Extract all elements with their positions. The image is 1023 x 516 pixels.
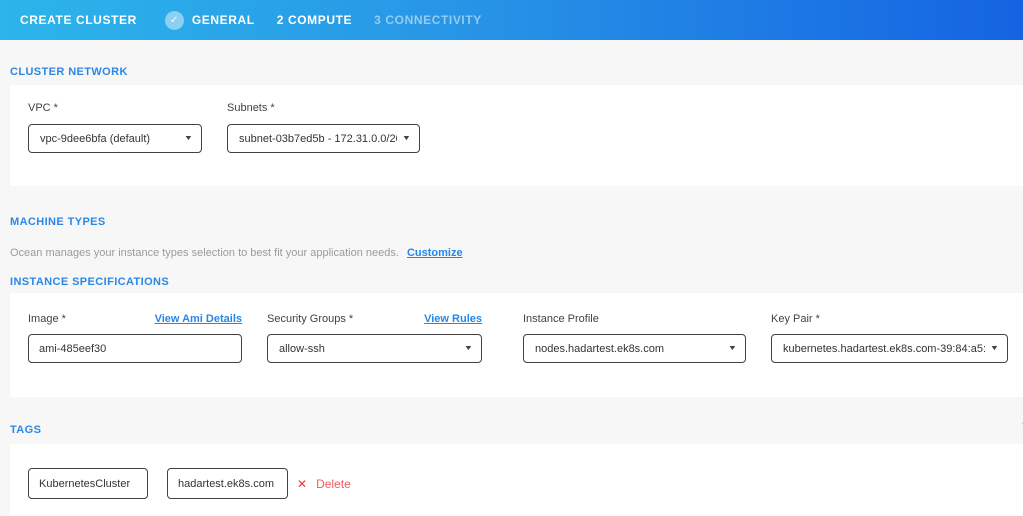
tags-heading: TAGS <box>10 424 42 436</box>
chevron-down-icon: ▼ <box>727 345 738 352</box>
tab-general[interactable]: ✓ GENERAL <box>164 10 255 30</box>
instance-profile-label: Instance Profile <box>523 313 599 325</box>
tab-connectivity[interactable]: 3 CONNECTIVITY <box>374 13 482 27</box>
security-groups-label-row: Security Groups * View Rules <box>267 313 482 325</box>
key-pair-label: Key Pair * <box>771 313 820 325</box>
security-groups-label: Security Groups * <box>267 313 354 325</box>
machine-types-description-text: Ocean manages your instance types select… <box>10 247 399 259</box>
key-pair-select[interactable]: kubernetes.hadartest.ek8s.com-39:84:a5:9… <box>771 334 1008 363</box>
view-ami-details-link[interactable]: View Ami Details <box>154 313 242 325</box>
tab-connectivity-label: 3 CONNECTIVITY <box>374 13 482 27</box>
image-label-row: Image * View Ami Details <box>28 313 242 325</box>
delete-tag-label: Delete <box>316 477 351 491</box>
tab-compute[interactable]: 2 COMPUTE <box>277 13 352 27</box>
instance-profile-select[interactable]: nodes.hadartest.ek8s.com ▼ <box>523 334 746 363</box>
security-groups-select-value: allow-ssh <box>279 342 325 355</box>
vpc-select[interactable]: vpc-9dee6bfa (default) ▼ <box>28 124 202 153</box>
tab-compute-label: 2 COMPUTE <box>276 13 353 27</box>
cluster-network-heading: CLUSTER NETWORK <box>10 66 128 78</box>
machine-types-description: Ocean manages your instance types select… <box>10 247 463 259</box>
instance-profile-select-value: nodes.hadartest.ek8s.com <box>535 342 665 355</box>
vpc-select-value: vpc-9dee6bfa (default) <box>40 132 151 145</box>
wizard-header-bar: CREATE CLUSTER ✓ GENERAL 2 COMPUTE 3 CON… <box>0 0 1023 40</box>
page-title: CREATE CLUSTER <box>20 13 137 27</box>
instance-specifications-heading: INSTANCE SPECIFICATIONS <box>10 276 170 288</box>
wizard-steps: ✓ GENERAL 2 COMPUTE 3 CONNECTIVITY <box>164 10 504 30</box>
tag-value-input[interactable] <box>167 468 288 499</box>
subnets-select-value: subnet-03b7ed5b - 172.31.0.0/20 ... <box>239 132 398 145</box>
tab-general-label: GENERAL <box>191 13 255 27</box>
image-label: Image * <box>28 313 66 325</box>
delete-x-icon: ✕ <box>297 477 308 491</box>
check-circle-icon: ✓ <box>164 10 184 30</box>
view-rules-link[interactable]: View Rules <box>424 313 482 325</box>
tags-card <box>10 444 1023 516</box>
customize-link[interactable]: Customize <box>406 247 463 259</box>
section-collapse-chevron-icon[interactable]: ▾ <box>1022 420 1023 429</box>
subnets-label: Subnets * <box>227 102 275 114</box>
key-pair-select-value: kubernetes.hadartest.ek8s.com-39:84:a5:9… <box>783 342 985 355</box>
vpc-label: VPC * <box>28 102 58 114</box>
delete-tag-button[interactable]: ✕ Delete <box>297 477 351 491</box>
subnets-select[interactable]: subnet-03b7ed5b - 172.31.0.0/20 ... ▼ <box>227 124 420 153</box>
tag-key-input[interactable] <box>28 468 148 499</box>
security-groups-select[interactable]: allow-ssh ▼ <box>267 334 482 363</box>
chevron-down-icon: ▼ <box>463 345 474 352</box>
image-input[interactable] <box>28 334 242 363</box>
chevron-down-icon: ▼ <box>401 135 412 142</box>
chevron-down-icon: ▼ <box>183 135 194 142</box>
machine-types-heading: MACHINE TYPES <box>10 216 106 228</box>
chevron-down-icon: ▼ <box>989 345 1000 352</box>
